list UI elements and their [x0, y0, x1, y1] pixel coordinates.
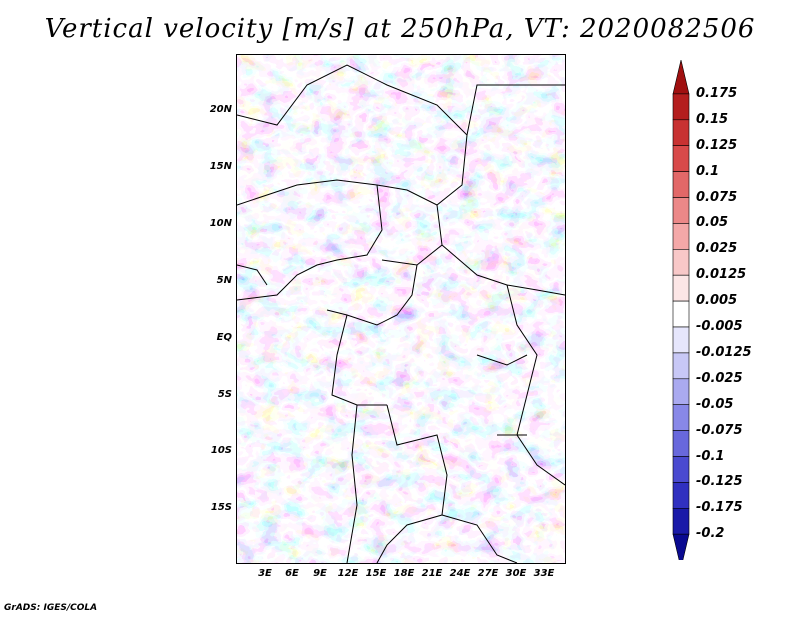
colorbar-segment	[672, 533, 690, 560]
map-plot-area	[236, 54, 566, 564]
colorbar-segment	[672, 249, 690, 276]
lat-label-15n: 15N	[209, 161, 232, 172]
lon-label-33e: 33E	[533, 568, 555, 579]
lon-label-27e: 27E	[477, 568, 499, 579]
colorbar-label: 0.025	[696, 241, 738, 257]
colorbar-segment	[672, 274, 690, 302]
colorbar-segment	[672, 456, 690, 483]
lon-label-3e: 3E	[258, 568, 272, 579]
colorbar-segment	[672, 326, 690, 354]
colorbar-label: -0.075	[696, 422, 743, 438]
colorbar-segment	[672, 430, 690, 457]
lat-label-15s: 15S	[210, 502, 232, 513]
lat-label-10s: 10S	[210, 445, 232, 456]
lon-label-24e: 24E	[449, 568, 471, 579]
lon-label-30e: 30E	[505, 568, 527, 579]
colorbar-segment	[672, 223, 690, 250]
lon-label-9e: 9E	[313, 568, 327, 579]
colorbar-label: -0.025	[696, 370, 743, 386]
lat-label-5s: 5S	[217, 389, 232, 400]
colorbar-label: -0.005	[696, 319, 743, 334]
colorbar-label: 0.0125	[696, 267, 747, 283]
colorbar-label: 0.15	[696, 111, 729, 127]
lat-label-eq: EQ	[216, 332, 232, 343]
colorbar-label: -0.0125	[696, 344, 752, 360]
lon-label-21e: 21E	[421, 568, 443, 579]
colorbar-segment	[672, 60, 690, 95]
colorbar-label: -0.05	[696, 396, 734, 412]
colorbar-label: -0.125	[696, 474, 743, 490]
colorbar-label: 0.125	[696, 137, 738, 153]
colorbar-segment	[672, 197, 690, 224]
colorbar-segment	[672, 507, 690, 535]
colorbar-segment	[672, 352, 690, 380]
lat-label-20n: 20N	[209, 104, 232, 115]
colorbar-label: -0.175	[696, 500, 743, 516]
velocity-field	[237, 55, 565, 563]
colorbar-label: -0.2	[696, 526, 725, 542]
colorbar-label: 0.005	[696, 293, 738, 309]
country-borders	[237, 64, 565, 563]
colorbar-segment	[672, 145, 690, 172]
colorbar-segment	[672, 482, 690, 509]
colorbar-label: 0.1	[696, 163, 720, 179]
colorbar	[672, 60, 690, 560]
lat-label-10n: 10N	[209, 218, 232, 229]
colorbar-segment	[672, 93, 690, 121]
grads-credit: GrADS: IGES/COLA	[4, 603, 98, 613]
colorbar-segment	[672, 119, 690, 146]
colorbar-label: -0.1	[696, 448, 725, 464]
colorbar-segment	[672, 300, 690, 328]
lon-label-12e: 12E	[337, 568, 359, 579]
colorbar-segment	[672, 378, 690, 405]
colorbar-label: 0.075	[696, 189, 738, 205]
lat-label-5n: 5N	[216, 275, 232, 286]
colorbar-label: 0.175	[696, 85, 738, 101]
lon-label-18e: 18E	[393, 568, 415, 579]
colorbar-segment	[672, 171, 690, 198]
lon-label-15e: 15E	[365, 568, 387, 579]
colorbar-segment	[672, 404, 690, 431]
lon-label-6e: 6E	[285, 568, 299, 579]
colorbar-label: 0.05	[696, 215, 729, 231]
chart-title: Vertical velocity [m/s] at 250hPa, VT: 2…	[44, 14, 756, 44]
